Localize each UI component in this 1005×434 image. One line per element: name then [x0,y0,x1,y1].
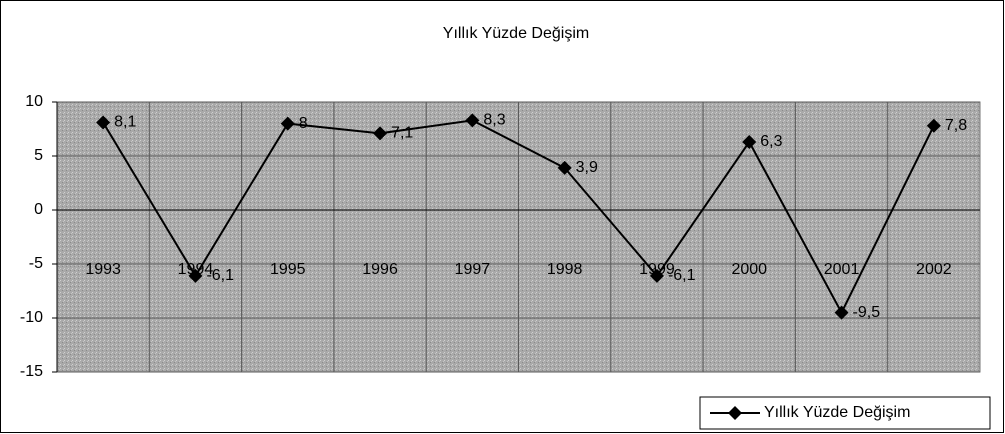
value-label: 7,8 [945,117,967,134]
value-label: 8,3 [483,112,505,129]
marker [557,160,572,175]
marker [926,118,941,133]
x-tick-label: 1997 [455,261,491,278]
x-tick-label: 2002 [916,261,952,278]
marker [649,268,664,283]
value-label: -6,1 [668,267,696,284]
legend-label: Yıllık Yüzde Değişim [764,404,910,421]
marker [96,115,111,130]
legend-marker [728,406,742,420]
value-label: 3,9 [576,159,598,176]
marker [742,134,757,149]
x-tick-label: 2000 [731,261,767,278]
y-tick-label: -10 [20,309,43,326]
x-tick-label: 1993 [85,261,121,278]
marker [465,113,480,128]
x-tick-label: 1995 [270,261,306,278]
x-tick-label: 2001 [824,261,860,278]
x-tick-label: 1998 [547,261,583,278]
value-label: 6,3 [760,133,782,150]
y-tick-label: -5 [29,255,43,272]
value-label: 7,1 [391,125,413,142]
chart-title: Yıllık Yüzde Değişim [443,25,589,42]
marker [188,268,203,283]
marker [280,116,295,131]
value-label: 8,1 [114,114,136,131]
x-tick-label: 1996 [362,261,398,278]
value-label: -6,1 [206,267,234,284]
marker [373,126,388,141]
value-label: 8 [299,115,308,132]
marker [834,305,849,320]
y-tick-label: 5 [34,147,43,164]
value-label: -9,5 [853,304,881,321]
line [102,119,935,315]
y-tick-label: 0 [34,201,43,218]
y-tick-label: 10 [25,93,43,110]
y-tick-label: -15 [20,363,43,380]
